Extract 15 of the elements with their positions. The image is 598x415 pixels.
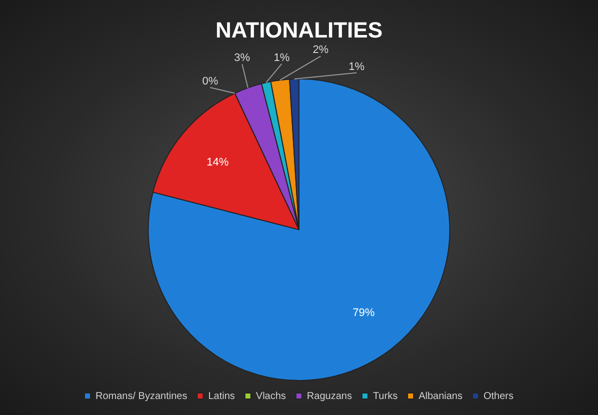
- data-label: 2%: [312, 44, 329, 56]
- chart-title: NATIONALITIES: [215, 17, 383, 42]
- legend-label: Turks: [372, 390, 398, 402]
- data-label: 1%: [348, 60, 365, 73]
- data-label: 79%: [352, 307, 375, 320]
- legend-label: Romans/ Byzantines: [96, 390, 188, 402]
- data-label: 3%: [234, 52, 250, 64]
- data-label: 1%: [274, 52, 290, 64]
- legend-label: Raguzans: [306, 390, 352, 402]
- legend-label: Others: [483, 390, 514, 402]
- legend-label: Albanians: [418, 390, 462, 402]
- data-label: 14%: [206, 156, 229, 168]
- text: 0%: [202, 76, 218, 88]
- legend-label: Vlachs: [256, 390, 286, 402]
- legend-label: Latins: [208, 390, 235, 402]
